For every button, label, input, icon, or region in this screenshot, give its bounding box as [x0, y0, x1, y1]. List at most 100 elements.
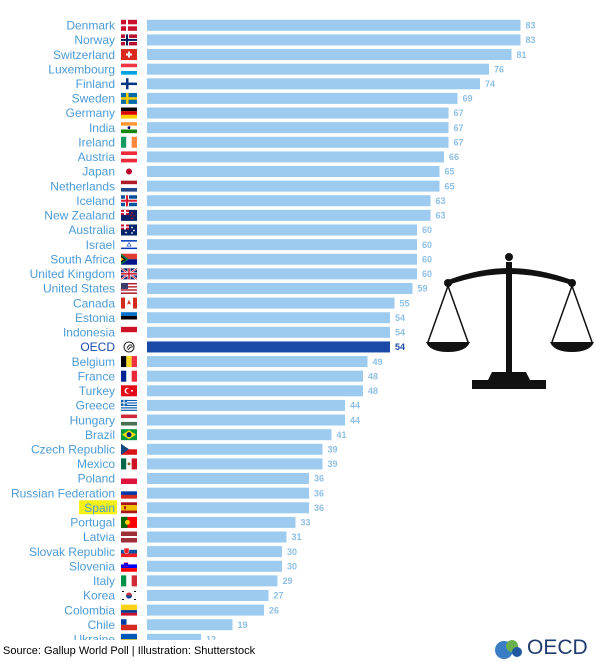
mx-flag-icon	[121, 458, 137, 470]
bar-row: Germany 67	[66, 106, 464, 120]
category-label-brazil: Brazil	[85, 428, 115, 442]
jp-flag-icon	[121, 166, 137, 178]
value-label-new-zealand: 63	[436, 211, 446, 221]
bar-australia	[147, 224, 417, 236]
value-label-indonesia: 54	[395, 328, 405, 338]
es-flag-icon	[121, 502, 137, 514]
bar-korea	[147, 589, 269, 601]
bar-row: Sweden 69	[72, 92, 473, 106]
bar-row: Luxembourg 76	[48, 62, 504, 76]
bar-japan	[147, 166, 440, 178]
category-label-iceland: Iceland	[76, 194, 115, 208]
value-label-australia: 60	[422, 225, 432, 235]
bar-row: United Kingdom 60	[30, 267, 432, 281]
value-label-germany: 67	[454, 108, 464, 118]
value-label-estonia: 54	[395, 313, 405, 323]
category-label-australia: Australia	[68, 223, 115, 237]
tr-flag-icon	[121, 385, 137, 397]
at-flag-icon	[121, 151, 137, 163]
category-label-estonia: Estonia	[75, 311, 115, 325]
value-label-korea: 27	[274, 591, 284, 601]
fi-flag-icon	[121, 78, 137, 90]
bar-row: India 67	[89, 121, 464, 135]
bar-hungary	[147, 414, 345, 426]
bar-row: United States 59	[43, 282, 428, 296]
bar-row: Brazil 41	[85, 428, 347, 442]
bar-row: Israel 60	[86, 238, 432, 252]
value-label-czech-republic: 39	[328, 444, 338, 454]
bar-row: Estonia 54	[75, 311, 405, 325]
bar-iceland	[147, 195, 431, 207]
bar-switzerland	[147, 49, 512, 61]
za-flag-icon	[121, 253, 137, 265]
ru-flag-icon	[121, 487, 137, 499]
category-label-germany: Germany	[66, 106, 115, 120]
value-label-india: 67	[454, 123, 464, 133]
category-label-united-states: United States	[43, 282, 115, 296]
bar-czech-republic	[147, 443, 323, 455]
category-label-latvia: Latvia	[83, 530, 115, 544]
is-flag-icon	[121, 195, 137, 207]
value-label-belgium: 49	[373, 357, 383, 367]
bar-row: Switzerland 81	[53, 48, 527, 62]
ca-flag-icon	[121, 297, 137, 309]
id-flag-icon	[121, 326, 137, 338]
bar-row: France 48	[78, 369, 378, 383]
value-label-iceland: 63	[436, 196, 446, 206]
category-label-ireland: Ireland	[78, 135, 115, 149]
ie-flag-icon	[121, 136, 137, 148]
category-label-portugal: Portugal	[70, 516, 115, 530]
kr-flag-icon	[121, 589, 137, 601]
category-label-india: India	[89, 121, 115, 135]
bar-south-africa	[147, 253, 417, 265]
bar-norway	[147, 34, 521, 46]
gb-flag-icon	[120, 267, 138, 281]
category-label-denmark: Denmark	[66, 19, 116, 33]
bar-israel	[147, 239, 417, 251]
bar-row: Australia 60	[68, 223, 432, 237]
se-flag-icon	[121, 92, 137, 104]
category-label-mexico: Mexico	[77, 457, 115, 471]
value-label-south-africa: 60	[422, 254, 432, 264]
bar-latvia	[147, 531, 287, 543]
category-label-netherlands: Netherlands	[50, 179, 115, 193]
bar-denmark	[147, 19, 521, 31]
category-label-slovak-republic: Slovak Republic	[29, 545, 115, 559]
category-label-slovenia: Slovenia	[69, 559, 115, 573]
bar-row: Iceland 63	[76, 194, 445, 208]
oecd-logo: OECD	[494, 634, 588, 662]
highlight-marker	[79, 500, 117, 515]
bar-united-kingdom	[147, 268, 417, 280]
us-flag-icon	[121, 282, 137, 294]
bar-row: Korea 27	[83, 589, 284, 603]
pl-flag-icon	[121, 473, 137, 485]
lu-flag-icon	[121, 63, 137, 75]
value-label-denmark: 83	[526, 21, 536, 31]
bar-row: New Zealand 63	[44, 209, 445, 223]
bar-row: Colombia 26	[64, 603, 279, 617]
bar-canada	[147, 297, 395, 309]
bar-row: Netherlands 65	[50, 179, 454, 193]
au-flag-icon	[121, 224, 137, 236]
bar-brazil	[147, 429, 332, 441]
value-label-hungary: 44	[350, 415, 360, 425]
category-label-czech-republic: Czech Republic	[31, 442, 115, 456]
category-label-new-zealand: New Zealand	[44, 209, 115, 223]
category-label-united-kingdom: United Kingdom	[30, 267, 115, 281]
bar-russian-federation	[147, 487, 309, 499]
br-flag-icon	[121, 429, 137, 441]
bar-oecd	[147, 341, 390, 353]
bar-row: Slovenia 30	[69, 559, 297, 573]
bar-france	[147, 370, 363, 382]
category-label-poland: Poland	[78, 472, 115, 486]
bar-row: Ukraine 12	[74, 633, 216, 640]
category-label-korea: Korea	[83, 589, 115, 603]
value-label-japan: 65	[445, 167, 455, 177]
no-flag-icon	[121, 34, 137, 46]
value-label-austria: 66	[449, 152, 459, 162]
bar-row: Russian Federation 36	[11, 486, 324, 500]
category-label-canada: Canada	[73, 296, 115, 310]
cz-flag-icon	[121, 443, 137, 455]
category-label-spain: Spain	[84, 501, 115, 515]
category-label-austria: Austria	[78, 150, 116, 164]
